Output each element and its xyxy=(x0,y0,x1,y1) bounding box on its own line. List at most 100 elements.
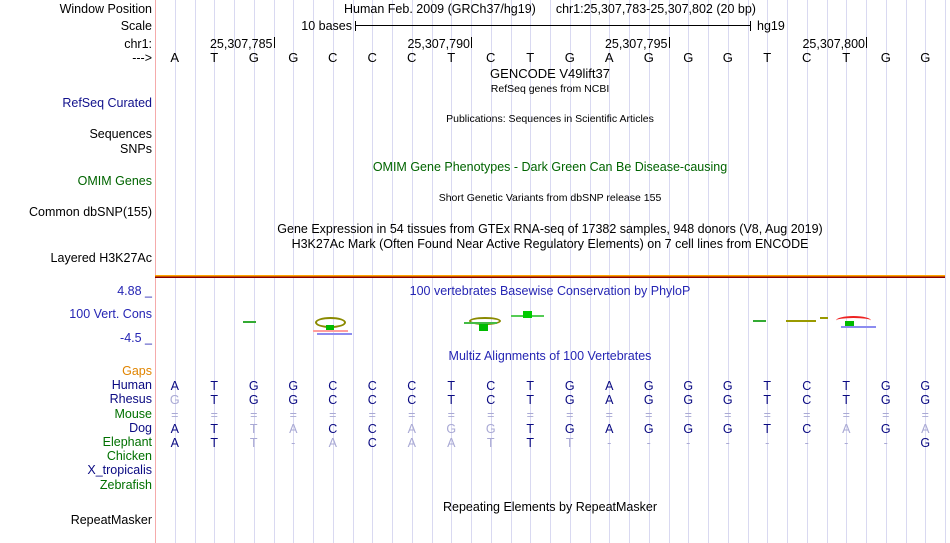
sidebar-label-omim-genes[interactable]: OMIM Genes xyxy=(77,174,152,188)
alignment-base: = xyxy=(684,407,692,422)
alignment-base: A xyxy=(447,436,456,450)
gridline xyxy=(490,0,492,543)
sidebar-label-refseq-curated[interactable]: RefSeq Curated xyxy=(62,96,152,110)
gridline xyxy=(945,0,946,543)
sidebar-label-repeatmasker[interactable]: RepeatMasker xyxy=(70,513,152,527)
gridline xyxy=(234,0,235,543)
gridline xyxy=(194,0,196,543)
gridline xyxy=(313,0,314,543)
cons-glyph xyxy=(317,333,352,335)
dbsnp-track-title[interactable]: Short Genetic Variants from dbSNP releas… xyxy=(438,192,662,204)
scale-label: Scale xyxy=(120,19,152,33)
alignment-base: = xyxy=(645,407,653,422)
alignment-base: = xyxy=(447,407,455,422)
sidebar-label-snps[interactable]: SNPs xyxy=(120,142,152,156)
alignment-base: - xyxy=(765,436,770,450)
species-label-x-tropicalis[interactable]: X_tropicalis xyxy=(87,463,152,478)
scale-bar-left-cap xyxy=(355,21,356,31)
alignment-base: G xyxy=(564,393,575,408)
alignment-base: = xyxy=(724,407,732,422)
repeatmasker-track-title[interactable]: Repeating Elements by RepeatMasker xyxy=(442,500,657,514)
sequence-base: G xyxy=(722,50,733,65)
alignment-base: C xyxy=(367,379,377,394)
alignment-base: = xyxy=(368,407,376,422)
gridline xyxy=(510,0,512,543)
sidebar-label-sequences[interactable]: Sequences xyxy=(89,127,152,141)
cons-glyph xyxy=(820,317,828,319)
alignment-base: C xyxy=(486,379,496,394)
species-label-zebrafish[interactable]: Zebrafish xyxy=(99,477,152,492)
alignment-base: C xyxy=(367,393,377,408)
sequence-base: T xyxy=(842,50,851,65)
sidebar-label-layered-h3k27ac[interactable]: Layered H3K27Ac xyxy=(50,251,152,265)
scale-bar-right-cap xyxy=(750,21,751,31)
alignment-base: = xyxy=(526,407,534,422)
sequence-base: C xyxy=(407,50,417,65)
gridline xyxy=(747,0,749,543)
alignment-base: = xyxy=(210,407,218,422)
alignment-base: T xyxy=(526,421,535,436)
species-label-elephant[interactable]: Elephant xyxy=(102,435,152,449)
species-label-rhesus[interactable]: Rhesus xyxy=(109,392,152,407)
gridline xyxy=(253,0,255,543)
alignment-base: = xyxy=(842,407,850,422)
alignment-base: A xyxy=(605,393,614,408)
alignment-base: A xyxy=(407,421,416,436)
alignment-base: C xyxy=(407,379,417,394)
alignment-base: A xyxy=(407,436,416,450)
gencode-track-title[interactable]: GENCODE V49lift37 xyxy=(490,66,610,81)
alignment-base: T xyxy=(249,421,258,436)
gridline xyxy=(569,0,571,543)
species-label-chicken[interactable]: Chicken xyxy=(106,449,152,464)
alignment-base: T xyxy=(210,379,219,394)
cons-glyph xyxy=(845,321,854,328)
alignment-base: - xyxy=(607,436,612,450)
gridline xyxy=(174,0,176,543)
alignment-base: T xyxy=(447,393,456,408)
assembly-title: Human Feb. 2009 (GRCh37/hg19) xyxy=(344,2,536,16)
sidebar-label-common-dbsnp[interactable]: Common dbSNP(155) xyxy=(29,205,152,219)
species-label-mouse[interactable]: Mouse xyxy=(114,406,152,421)
alignment-base: = xyxy=(605,407,613,422)
publications-track-title[interactable]: Publications: Sequences in Scientific Ar… xyxy=(446,113,654,125)
sequence-base: C xyxy=(486,50,496,65)
alignment-base: C xyxy=(367,421,377,436)
cons-scale-min: -4.5 _ xyxy=(120,331,152,345)
cons-glyph xyxy=(326,325,334,331)
gridline xyxy=(708,0,709,543)
species-label-gaps[interactable]: Gaps xyxy=(122,364,152,378)
alignment-base: G xyxy=(248,379,259,394)
refseq-track-title[interactable]: RefSeq genes from NCBI xyxy=(490,83,610,95)
sequence-base: A xyxy=(604,50,614,65)
window-position-label: Window Position xyxy=(59,2,152,16)
h3k27ac-track-title[interactable]: H3K27Ac Mark (Often Found Near Active Re… xyxy=(291,237,809,251)
cons-glyph xyxy=(753,320,766,322)
gtex-track-title[interactable]: Gene Expression in 54 tissues from GTEx … xyxy=(277,222,823,236)
species-label-dog[interactable]: Dog xyxy=(129,420,152,435)
gridline xyxy=(826,0,828,543)
gridline xyxy=(214,0,216,543)
gridline xyxy=(629,0,630,543)
cons-scale-max: 4.88 _ xyxy=(117,284,152,298)
alignment-base: C xyxy=(367,436,377,450)
alignment-base: = xyxy=(408,407,416,422)
alignment-base: C xyxy=(802,421,812,436)
alignment-base: T xyxy=(526,436,535,450)
omim-track-title[interactable]: OMIM Gene Phenotypes - Dark Green Can Be… xyxy=(372,160,728,174)
strand-label: ---> xyxy=(132,51,152,65)
conservation-track-title[interactable]: 100 vertebrates Basewise Conservation by… xyxy=(409,284,691,298)
alignment-base: G xyxy=(564,379,575,394)
alignment-base: A xyxy=(170,436,179,450)
alignment-base: A xyxy=(605,379,614,394)
alignment-base: A xyxy=(170,421,179,436)
multiz-track-title[interactable]: Multiz Alignments of 100 Vertebrates xyxy=(448,349,652,363)
species-label-human[interactable]: Human xyxy=(111,378,152,393)
scale-value: 10 bases xyxy=(301,19,352,33)
alignment-base: = xyxy=(171,407,179,422)
alignment-base: G xyxy=(485,421,496,436)
alignment-base: T xyxy=(210,436,219,450)
gridline xyxy=(648,0,650,543)
alignment-base: - xyxy=(883,436,888,450)
cons-glyph xyxy=(523,311,532,318)
sidebar-label-100-vert-cons[interactable]: 100 Vert. Cons xyxy=(69,307,152,321)
